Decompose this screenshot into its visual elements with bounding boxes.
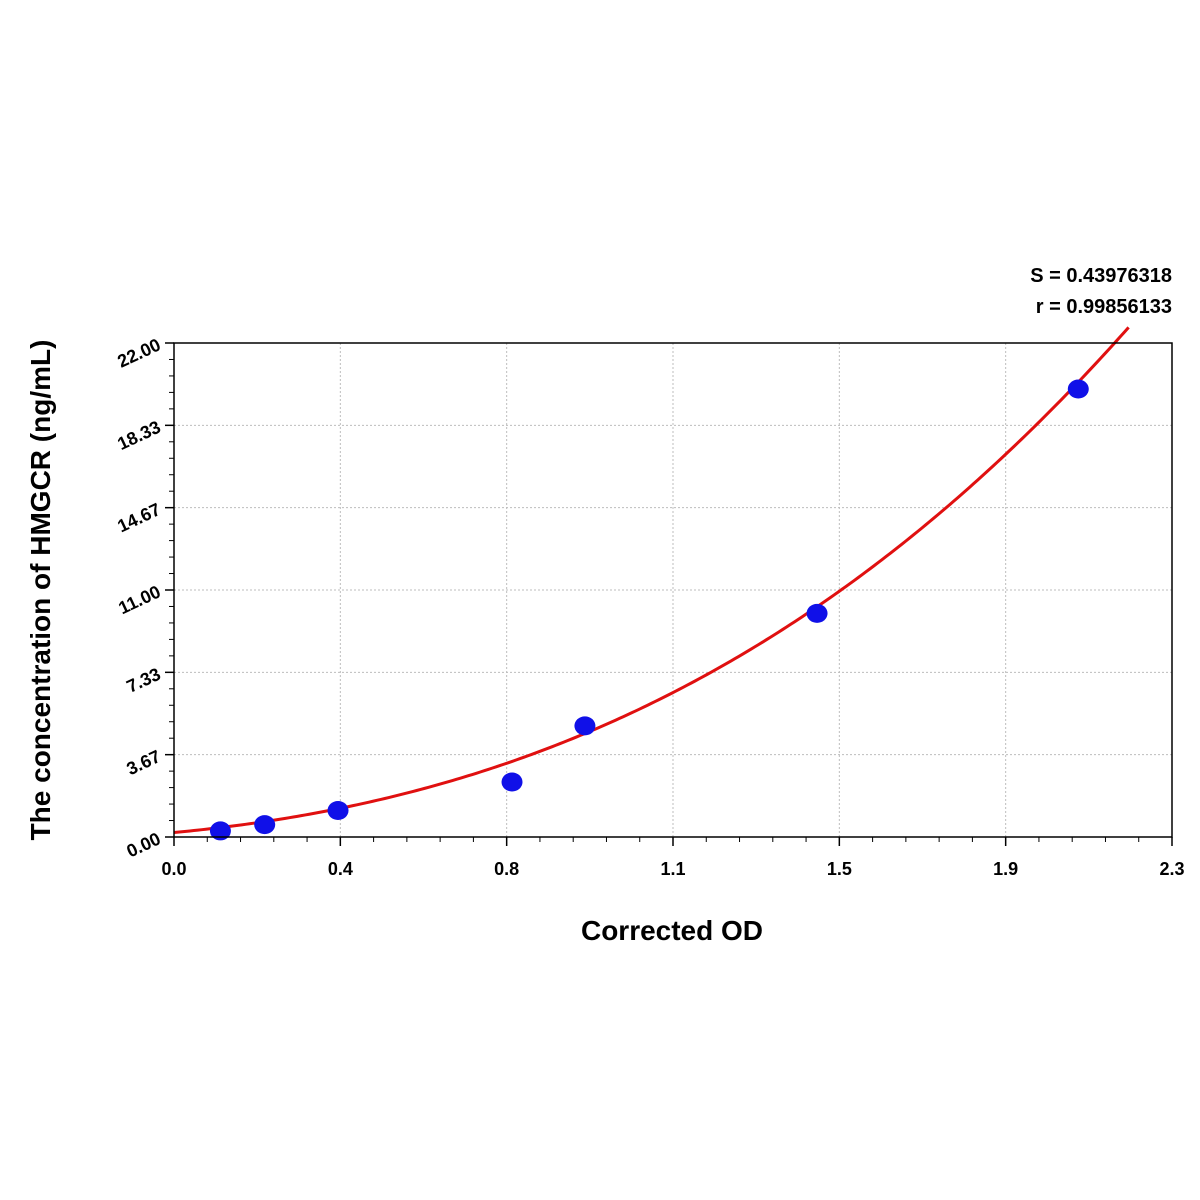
- x-tick-label: 2.3: [1159, 859, 1184, 879]
- data-point: [254, 815, 276, 835]
- x-tick-label: 0.8: [494, 859, 519, 879]
- fit-curve-layer: [173, 326, 1130, 835]
- x-tick-label: 1.9: [993, 859, 1018, 879]
- data-points: [209, 379, 1089, 841]
- x-tick-label: 1.5: [827, 859, 852, 879]
- x-tick-label: 1.1: [660, 859, 685, 879]
- x-tick-label: 0.0: [161, 859, 186, 879]
- y-tick-labels: 0.00 3.67 7.33 11.00 14.67 18.33 22.00: [114, 334, 163, 861]
- y-tick-label: 22.00: [114, 334, 163, 371]
- y-tick-label: 14.67: [114, 499, 163, 536]
- y-tick-label: 11.00: [115, 581, 163, 618]
- s-statistic: S = 0.43976318: [1030, 265, 1172, 287]
- data-point: [574, 716, 596, 736]
- data-point: [806, 603, 828, 623]
- data-point: [209, 821, 231, 841]
- x-tick-labels: 0.0 0.4 0.8 1.1 1.5 1.9 2.3: [161, 859, 1184, 879]
- plot-area-frame: [173, 342, 1173, 838]
- y-tick-label: 18.33: [114, 417, 163, 454]
- x-tick-label: 0.4: [328, 859, 353, 879]
- y-tick-label: 3.67: [123, 746, 163, 779]
- data-point: [501, 772, 523, 792]
- y-tick-label: 7.33: [123, 664, 163, 697]
- gridlines: [174, 343, 1172, 837]
- y-tick-label: 0.00: [123, 828, 163, 861]
- data-point: [327, 801, 349, 821]
- r-statistic: r = 0.99856133: [1036, 296, 1172, 318]
- y-axis-title: The concentration of HMGCR (ng/mL): [25, 340, 56, 841]
- x-axis-title: Corrected OD: [581, 915, 763, 946]
- fit-curve: [173, 326, 1130, 835]
- axis-ticks: [165, 342, 1173, 846]
- data-point: [1067, 379, 1089, 399]
